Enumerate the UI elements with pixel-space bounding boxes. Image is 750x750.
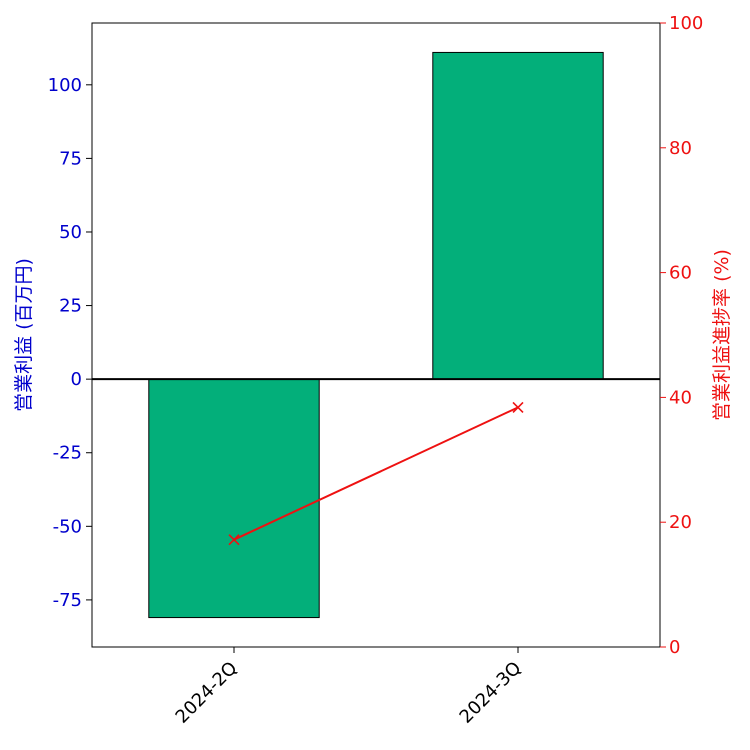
left-axis: -75 -50 -25 0 25 50 75 100 <box>48 75 92 611</box>
left-tick-label: -75 <box>53 590 82 611</box>
marker-stroke <box>228 534 240 546</box>
left-tick-label: 100 <box>48 75 82 96</box>
right-tick-label: 0 <box>669 637 680 658</box>
progress-line <box>233 406 519 541</box>
x-tick-label: 2024-3Q <box>456 658 526 728</box>
right-tick-label: 40 <box>669 387 692 408</box>
right-tick-label: 60 <box>669 263 692 284</box>
bar-2024-3Q <box>432 51 604 380</box>
left-tick-label: 25 <box>59 296 82 317</box>
left-tick-label: -50 <box>53 516 82 537</box>
right-axis-label: 営業利益進捗率 (%) <box>711 249 733 421</box>
left-tick-label: 50 <box>59 222 82 243</box>
right-tick-label: 20 <box>669 512 692 533</box>
bar-2024-2Q <box>148 378 320 619</box>
plot-frame <box>91 22 661 648</box>
plot-area <box>91 22 661 648</box>
left-tick-label: 75 <box>59 148 82 169</box>
progress-marker-2024-2Q <box>228 534 240 546</box>
progress-marker-2024-3Q <box>512 401 524 413</box>
marker-stroke <box>512 401 524 413</box>
x-axis: 2024-2Q 2024-3Q <box>172 647 526 728</box>
left-tick-label: 0 <box>71 369 82 390</box>
x-tick-label: 2024-2Q <box>172 658 242 728</box>
right-tick-label: 100 <box>669 13 703 34</box>
left-tick-label: -25 <box>53 443 82 464</box>
right-axis: 0 20 40 60 80 100 <box>660 13 703 658</box>
right-tick-label: 80 <box>669 138 692 159</box>
left-axis-label: 営業利益 (百万円) <box>13 258 35 412</box>
